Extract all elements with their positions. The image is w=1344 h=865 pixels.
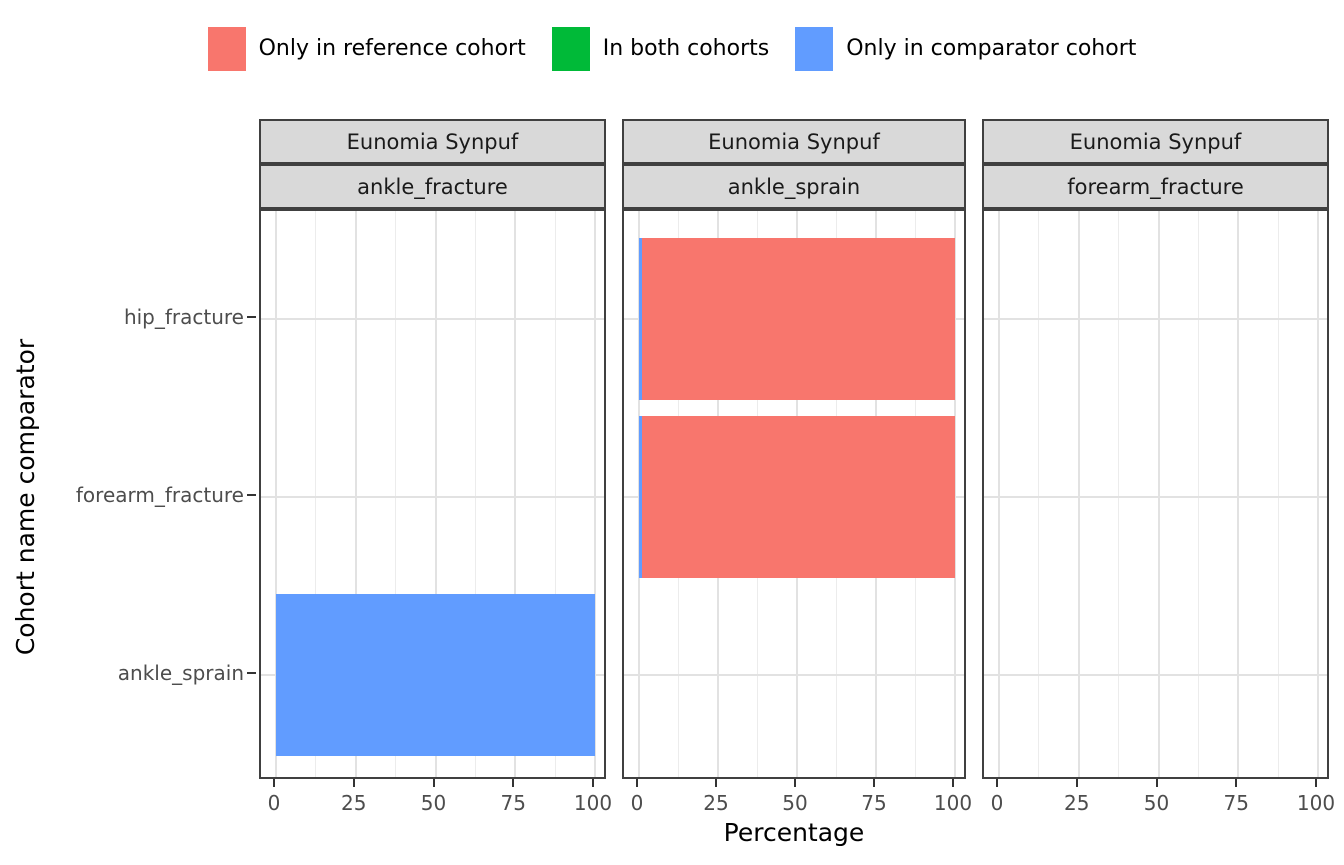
x-tick-label: 100 (1296, 791, 1336, 815)
x-tick-mark (273, 779, 275, 787)
x-tick-label: 100 (573, 791, 613, 815)
gridline-minor-x (1197, 211, 1199, 777)
x-tick-label: 50 (420, 791, 447, 815)
y-tick-label: hip_fracture (123, 305, 244, 329)
gridline-major-y (624, 674, 964, 676)
x-tick-mark (794, 779, 796, 787)
gridline-major-x (354, 211, 357, 777)
x-tick-mark (1155, 779, 1158, 787)
x-tick-mark (1075, 779, 1078, 787)
facet-strip-dataset: Eunomia Synpuf (622, 119, 966, 164)
y-tick-mark (247, 494, 256, 496)
gridline-major-y (261, 318, 604, 320)
bar-segment-reference (642, 238, 955, 400)
gridline-major-x (434, 211, 437, 777)
gridline-minor-x (554, 211, 556, 777)
x-tick-mark (952, 779, 954, 787)
bar-segment-reference (642, 416, 955, 578)
gridline-major-y (261, 496, 604, 498)
plot-panel (259, 209, 606, 779)
legend-label-comparator: Only in comparator cohort (846, 36, 1137, 61)
y-tick-label: ankle_sprain (117, 661, 244, 685)
x-tick-mark (715, 779, 717, 787)
x-tick-mark (1315, 779, 1317, 787)
facet-strip-cohort: ankle_sprain (622, 164, 966, 209)
y-tick-mark (247, 672, 256, 674)
legend-label-both: In both cohorts (602, 36, 770, 61)
x-tick-label: 50 (782, 791, 808, 815)
legend-item-comparator: Only in comparator cohort (795, 27, 1136, 71)
legend-swatch-reference-icon (207, 27, 246, 71)
x-tick-mark (996, 779, 998, 787)
gridline-major-x (1157, 211, 1160, 777)
x-tick-label: 25 (703, 791, 729, 815)
x-tick-mark (592, 779, 594, 787)
facet-strip-cohort: forearm_fracture (982, 164, 1329, 209)
bar-segment-comparator (639, 238, 643, 400)
gridline-major-x (954, 211, 956, 777)
x-tick-mark (1235, 779, 1238, 787)
plot-panel (622, 209, 966, 779)
bar-hip_fracture (639, 238, 955, 400)
x-tick-label: 75 (1223, 791, 1249, 815)
x-tick-label: 25 (341, 791, 367, 815)
gridline-major-x (1237, 211, 1240, 777)
gridline-major-x (1317, 211, 1319, 777)
bar-segment-comparator (276, 594, 595, 756)
bar-ankle_sprain (276, 594, 595, 756)
gridline-minor-x (474, 211, 476, 777)
gridline-minor-x (1118, 211, 1120, 777)
legend: Only in reference cohort In both cohorts… (0, 27, 1344, 71)
legend-swatch-comparator-icon (795, 27, 834, 71)
legend-label-reference: Only in reference cohort (258, 36, 526, 61)
bar-segment-comparator (639, 416, 643, 578)
y-tick-label: forearm_fracture (75, 483, 244, 507)
x-tick-mark (636, 779, 638, 787)
gridline-major-x (998, 211, 1000, 777)
x-tick-mark (432, 779, 435, 787)
x-tick-label: 75 (500, 791, 526, 815)
facet-strip-cohort: ankle_fracture (259, 164, 606, 209)
gridline-major-y (984, 318, 1327, 320)
gridline-major-x (514, 211, 517, 777)
gridline-minor-x (1038, 211, 1040, 777)
gridline-major-y (984, 674, 1327, 676)
legend-swatch-both-icon (551, 27, 590, 71)
plot-panel (982, 209, 1329, 779)
gridline-major-x (594, 211, 596, 777)
x-tick-label: 50 (1143, 791, 1170, 815)
legend-item-both: In both cohorts (551, 27, 770, 71)
bar-forearm_fracture (639, 416, 955, 578)
facet-strip-dataset: Eunomia Synpuf (982, 119, 1329, 164)
x-axis-title: Percentage (723, 818, 865, 847)
gridline-minor-x (315, 211, 317, 777)
gridline-major-x (275, 211, 277, 777)
x-tick-mark (512, 779, 515, 787)
gridline-major-x (1077, 211, 1080, 777)
x-tick-mark (873, 779, 875, 787)
gridline-minor-x (1277, 211, 1279, 777)
x-tick-label: 0 (990, 791, 1004, 815)
x-tick-label: 0 (267, 791, 281, 815)
y-tick-mark (247, 316, 256, 318)
facet-strip-dataset: Eunomia Synpuf (259, 119, 606, 164)
x-tick-label: 75 (861, 791, 887, 815)
x-tick-label: 0 (630, 791, 644, 815)
gridline-major-y (984, 496, 1327, 498)
x-tick-mark (352, 779, 355, 787)
x-tick-label: 25 (1064, 791, 1090, 815)
x-tick-label: 100 (933, 791, 973, 815)
legend-item-reference: Only in reference cohort (207, 27, 526, 71)
gridline-minor-x (395, 211, 397, 777)
